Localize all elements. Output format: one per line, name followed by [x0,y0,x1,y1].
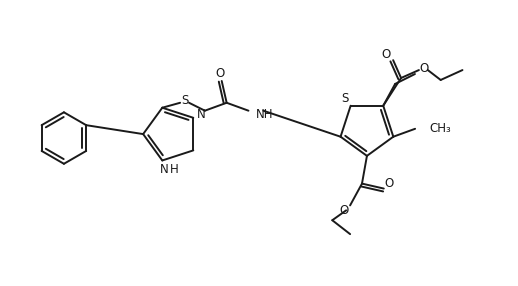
Text: S: S [341,92,349,105]
Text: O: O [215,67,224,80]
Text: NH: NH [256,108,274,121]
Text: H: H [170,163,179,176]
Text: O: O [339,204,349,217]
Text: S: S [181,94,189,107]
Text: O: O [419,61,428,75]
Text: O: O [384,177,393,190]
Text: CH₃: CH₃ [429,122,451,135]
Text: N: N [160,163,169,176]
Text: N: N [197,108,206,121]
Text: O: O [382,48,391,61]
